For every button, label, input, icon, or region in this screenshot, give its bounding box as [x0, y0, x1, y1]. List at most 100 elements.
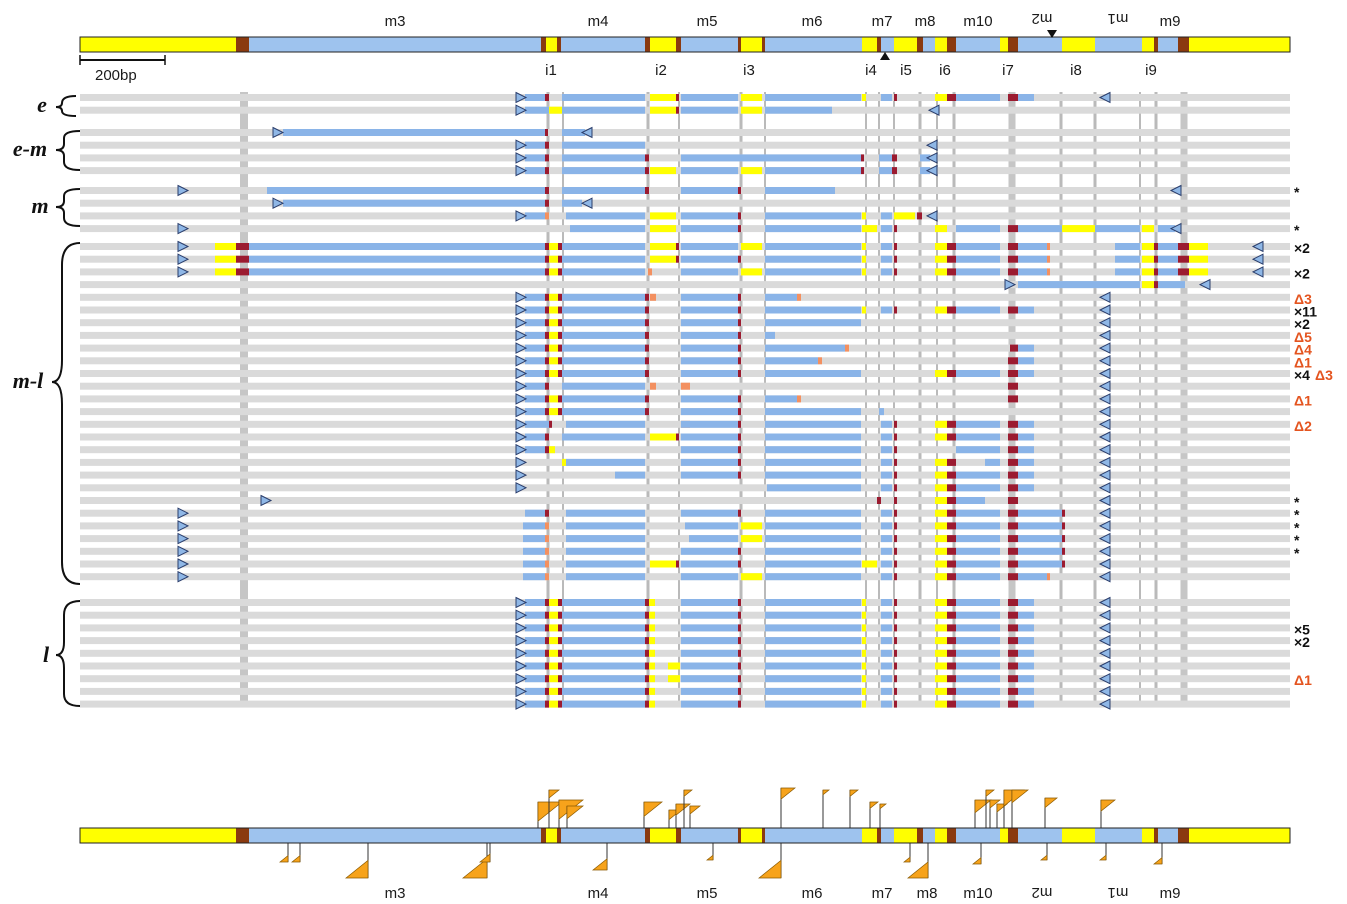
read-segment — [525, 662, 545, 670]
read-end-triangle — [1098, 304, 1111, 316]
top-label-m5: m5 — [697, 13, 718, 30]
read-segment — [894, 687, 897, 695]
read-segment — [549, 408, 558, 416]
read-end-triangle — [1098, 507, 1111, 520]
read-segment — [738, 509, 741, 517]
read-segment — [881, 509, 892, 517]
read-start-triangle — [177, 222, 190, 235]
read-segment — [894, 212, 915, 220]
read-segment — [681, 624, 738, 632]
read-segment — [947, 700, 956, 708]
read-segment — [956, 547, 1000, 555]
read-segment — [681, 560, 738, 568]
read-end-triangle — [580, 126, 593, 139]
read-segment — [862, 599, 866, 606]
read-segment — [894, 700, 897, 708]
read-segment — [681, 547, 738, 555]
bar-segment — [645, 828, 650, 843]
read-segment — [935, 433, 947, 441]
read-segment — [549, 306, 558, 314]
read-segment — [985, 458, 1000, 466]
read-segment — [956, 370, 1000, 377]
read-segment — [894, 306, 897, 314]
read-row — [80, 139, 1290, 152]
top-module-labels: m3 m4 m5 m6 m7 m8 m10 m2 m1 m9 — [385, 10, 1181, 30]
read-segment — [765, 599, 861, 606]
bottom-label-m8: m8 — [917, 885, 938, 902]
read-segment — [668, 662, 680, 670]
insertion-flags — [279, 787, 1163, 879]
read-segment — [566, 522, 645, 530]
read-end-triangle — [1098, 418, 1111, 431]
insertion-flag — [683, 789, 693, 798]
read-row — [80, 647, 1290, 660]
read-segment — [648, 268, 652, 276]
read-segment — [236, 243, 249, 250]
read-row — [80, 507, 1290, 520]
read-segment — [650, 293, 656, 301]
read-segment — [249, 243, 545, 250]
bar-segment — [561, 828, 645, 843]
read-start-triangle — [515, 91, 528, 104]
read-segment — [681, 611, 738, 619]
read-end-triangle — [1098, 558, 1111, 570]
read-start-triangle — [260, 494, 273, 507]
read-segment — [765, 212, 861, 220]
insertion-flag — [1100, 799, 1116, 812]
read-end-triangle — [1198, 278, 1211, 291]
read-segment — [935, 243, 947, 250]
read-segment — [645, 344, 649, 352]
read-end-triangle — [1098, 354, 1111, 367]
read-segment — [1158, 243, 1178, 250]
read-segment — [738, 331, 741, 339]
read-segment — [765, 243, 861, 250]
read-segment — [947, 573, 956, 581]
read-segment — [738, 611, 741, 619]
read-segment — [1018, 573, 1047, 581]
read-segment — [562, 700, 645, 708]
row-note-count: ×11 — [1294, 304, 1317, 320]
read-segment — [1154, 243, 1158, 250]
read-row — [80, 532, 1290, 545]
read-segment — [645, 319, 649, 327]
bar-segment — [676, 37, 681, 52]
read-segment — [879, 154, 892, 162]
read-segment — [935, 535, 947, 543]
read-row — [80, 222, 1290, 235]
read-segment — [566, 535, 645, 543]
read-segment — [894, 458, 897, 466]
read-segment — [649, 624, 655, 632]
read-segment — [881, 94, 892, 101]
read-segment — [549, 662, 558, 670]
read-start-triangle — [515, 405, 528, 418]
bar-segment — [894, 828, 917, 843]
read-segment — [894, 573, 897, 581]
read-start-triangle — [515, 609, 528, 622]
read-segment — [935, 306, 947, 314]
read-segment — [738, 344, 741, 352]
read-end-triangle — [1098, 291, 1111, 304]
read-segment — [558, 306, 562, 314]
read-segment — [956, 599, 1000, 606]
read-segment — [1008, 599, 1018, 606]
row-note-star: * — [1294, 222, 1300, 238]
read-segment — [862, 624, 866, 632]
read-segment — [881, 573, 892, 581]
read-segment — [525, 599, 545, 606]
row-note-count: ×5 — [1294, 621, 1310, 637]
read-segment — [545, 446, 549, 454]
row-note-star: * — [1294, 519, 1300, 535]
read-row — [80, 240, 1290, 253]
read-segment — [765, 268, 861, 276]
read-segment — [935, 624, 947, 632]
read-end-triangle — [925, 164, 938, 177]
read-start-triangle — [515, 304, 528, 316]
read-segment — [1018, 243, 1047, 250]
read-segment — [935, 637, 947, 645]
read-segment — [738, 662, 741, 670]
top-label-m6: m6 — [802, 13, 823, 30]
read-segment — [650, 560, 676, 568]
read-segment — [894, 420, 897, 428]
read-segment — [1008, 687, 1018, 695]
read-row — [80, 469, 1290, 481]
